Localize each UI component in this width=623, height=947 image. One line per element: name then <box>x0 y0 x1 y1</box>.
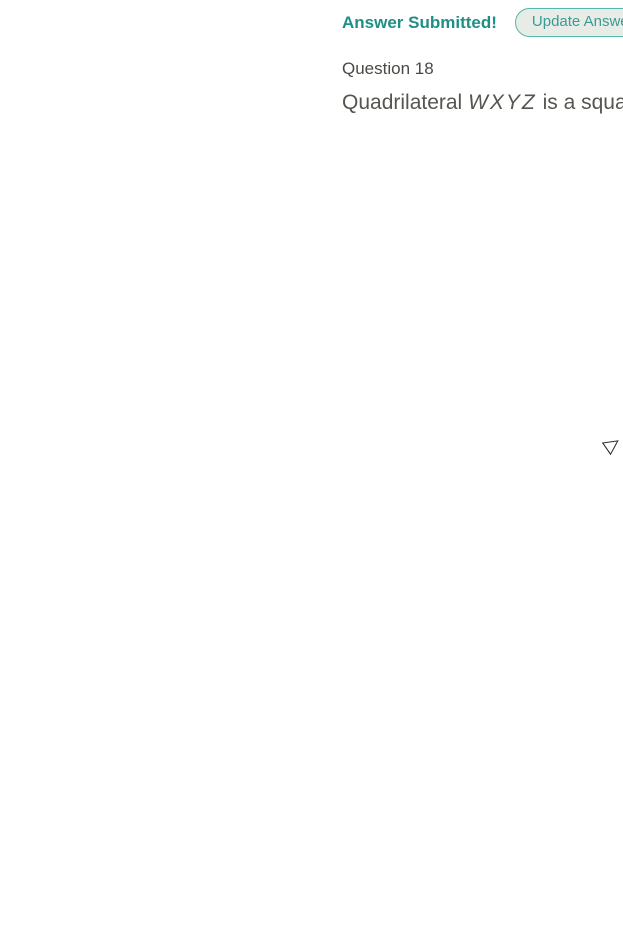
prompt-text-2: is a square. How long is <box>543 91 623 114</box>
answer-submitted-label: Answer Submitted! <box>342 13 497 33</box>
prompt-text-1: Quadrilateral <box>342 91 468 114</box>
update-answer-button[interactable]: Update Answer <box>515 8 623 37</box>
header-row: Answer Submitted! Update Answer <box>342 8 623 37</box>
cursor-icon: ▷ <box>598 429 623 458</box>
figure-area: ▷ W X Y Z 4x + 9 8x - 7 The figure is no… <box>342 131 623 551</box>
prompt-shape-name: WXYZ <box>468 91 537 114</box>
question-prompt: Quadrilateral WXYZ is a square. How long… <box>342 91 623 115</box>
question-number: Question 18 <box>342 59 623 79</box>
